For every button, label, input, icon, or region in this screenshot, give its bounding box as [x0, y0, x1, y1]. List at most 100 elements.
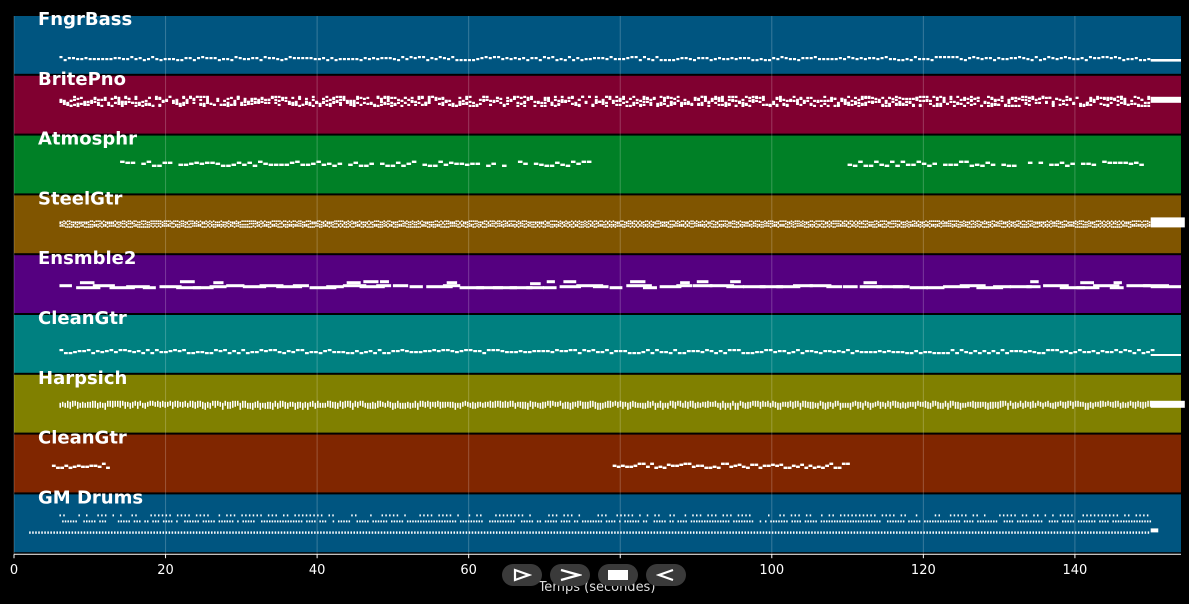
track-6[interactable]: [14, 315, 1181, 373]
midi-note: [936, 220, 939, 222]
midi-note: [713, 220, 715, 222]
midi-note: [150, 352, 155, 355]
midi-note: [449, 225, 452, 227]
midi-note: [189, 95, 192, 98]
midi-note: [364, 223, 366, 226]
midi-note: [727, 95, 731, 98]
stop-button[interactable]: [598, 564, 638, 586]
track-9[interactable]: [14, 494, 1181, 553]
midi-note: [656, 102, 660, 105]
midi-note: [916, 520, 918, 523]
play-button[interactable]: [502, 564, 542, 586]
forward-button[interactable]: [550, 564, 590, 586]
midi-note: [66, 103, 70, 106]
track-2[interactable]: [14, 75, 1181, 134]
midi-note: [1114, 222, 1117, 225]
midi-note: [80, 225, 82, 227]
midi-note: [152, 520, 154, 523]
midi-note: [273, 225, 276, 227]
track-lane[interactable]: [14, 75, 1181, 134]
midi-note: [317, 225, 319, 227]
midi-note: [370, 226, 372, 228]
track-8[interactable]: [14, 434, 1181, 493]
midi-note: [229, 401, 232, 409]
midi-note: [396, 223, 399, 226]
midi-note: [364, 520, 366, 523]
midi-note: [942, 96, 946, 99]
midi-note: [446, 520, 449, 523]
midi-note: [256, 222, 259, 225]
midi-note: [1119, 101, 1123, 104]
midi-note: [289, 401, 292, 407]
midi-note: [807, 221, 810, 223]
midi-note: [1027, 161, 1033, 164]
midi-note: [559, 400, 562, 406]
track-lane[interactable]: [14, 135, 1181, 194]
midi-note: [741, 520, 743, 523]
midi-note: [167, 161, 173, 164]
midi-note: [783, 514, 785, 517]
track-lane[interactable]: [14, 255, 1181, 313]
rewind-button[interactable]: [646, 564, 686, 586]
midi-note: [79, 102, 83, 105]
midi-note: [985, 221, 988, 223]
midi-note: [807, 401, 809, 408]
midi-note: [519, 102, 523, 105]
midi-note: [380, 162, 385, 165]
midi-note: [684, 222, 687, 225]
midi-note: [992, 401, 994, 409]
track-5[interactable]: [14, 255, 1181, 313]
track-1[interactable]: [14, 16, 1181, 74]
track-3[interactable]: [14, 135, 1181, 194]
midi-note: [226, 164, 231, 167]
track-lane[interactable]: [14, 494, 1181, 553]
midi-note: [487, 222, 490, 225]
midi-note: [923, 226, 925, 228]
midi-note: [832, 226, 834, 228]
midi-note: [157, 514, 160, 517]
midi-note: [1033, 223, 1035, 226]
midi-note: [821, 226, 823, 228]
midi-note: [1059, 161, 1065, 164]
midi-note: [1033, 221, 1035, 223]
midi-note: [287, 100, 291, 103]
midi-note: [206, 97, 209, 100]
midi-note: [601, 220, 603, 222]
midi-note: [974, 221, 977, 223]
midi-note: [149, 400, 152, 406]
midi-note: [987, 95, 990, 98]
midi-note: [538, 222, 541, 225]
midi-note: [1018, 222, 1020, 225]
midi-note: [398, 223, 401, 226]
midi-note: [881, 223, 884, 226]
midi-note: [489, 103, 493, 106]
midi-note: [792, 95, 796, 98]
midi-note: [139, 520, 141, 523]
midi-note: [722, 225, 725, 227]
midi-note: [940, 222, 942, 225]
midi-note: [133, 222, 135, 225]
midi-note: [688, 222, 690, 225]
midi-note: [1141, 531, 1144, 534]
midi-note: [108, 221, 111, 223]
midi-note: [955, 220, 958, 222]
midi-note: [942, 402, 944, 409]
midi-note: [995, 225, 997, 227]
midi-note: [977, 520, 979, 523]
track-lane[interactable]: [14, 315, 1181, 373]
midi-note: [547, 99, 550, 102]
midi-note: [764, 222, 766, 225]
midi-note: [755, 351, 759, 354]
midi-note: [752, 221, 755, 223]
midi-note: [121, 226, 124, 228]
midi-note: [497, 225, 499, 227]
track-lane[interactable]: [14, 434, 1181, 493]
midi-note: [627, 520, 629, 523]
midi-note: [400, 220, 402, 222]
midi-note: [934, 56, 938, 59]
track-lane[interactable]: [14, 16, 1181, 74]
midi-note: [649, 401, 652, 408]
midi-note: [887, 222, 889, 225]
midi-note: [116, 226, 118, 228]
midi-note: [290, 225, 293, 227]
